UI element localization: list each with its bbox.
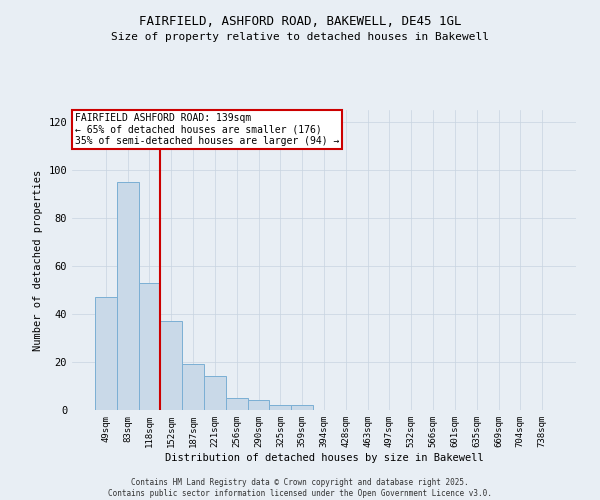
Bar (95, 297, 117, 410)
Text: FAIRFIELD, ASHFORD ROAD, BAKEWELL, DE45 1GL: FAIRFIELD, ASHFORD ROAD, BAKEWELL, DE45 … (139, 15, 461, 28)
Text: Size of property relative to detached houses in Bakewell: Size of property relative to detached ho… (111, 32, 489, 42)
Text: FAIRFIELD ASHFORD ROAD: 139sqm
← 65% of detached houses are smaller (176)
35% of: FAIRFIELD ASHFORD ROAD: 139sqm ← 65% of … (74, 113, 339, 146)
X-axis label: Distribution of detached houses by size in Bakewell: Distribution of detached houses by size … (164, 452, 484, 462)
Y-axis label: Number of detached properties: Number of detached properties (33, 170, 43, 350)
Text: Contains HM Land Registry data © Crown copyright and database right 2025.
Contai: Contains HM Land Registry data © Crown c… (108, 478, 492, 498)
Bar (182, 364, 204, 410)
Bar (269, 405, 291, 410)
Bar (160, 321, 182, 410)
Bar (291, 405, 313, 410)
Bar (248, 400, 269, 410)
Bar (204, 376, 226, 410)
Bar (226, 398, 248, 410)
Bar (117, 182, 139, 410)
Bar (139, 283, 160, 410)
